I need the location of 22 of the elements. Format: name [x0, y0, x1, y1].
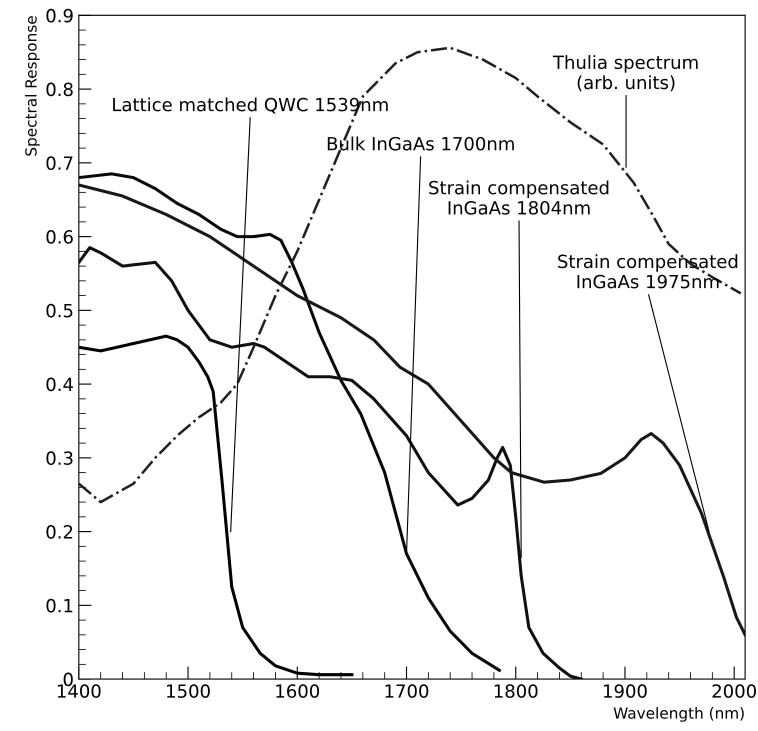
y-tick-label: 0.8	[46, 82, 73, 96]
x-tick-label: 1600	[276, 684, 320, 698]
x-tick-label: 1700	[386, 684, 428, 698]
y-tick-label: 0.3	[46, 451, 73, 465]
y-axis-title: Spectral Response	[24, 16, 40, 156]
x-tick-label: 1500	[167, 684, 210, 698]
x-tick-label: 1800	[494, 684, 538, 698]
annotation: Strain compensated InGaAs 1804nm	[429, 180, 608, 215]
y-tick-label: 0.4	[46, 378, 73, 392]
annotation: Thulia spectrum (arb. units)	[552, 55, 698, 92]
x-axis-title: Wavelength (nm)	[614, 706, 744, 722]
x-tick-label: 1400	[58, 684, 101, 698]
y-tick-label: 0.7	[46, 156, 72, 170]
y-tick-label: 0	[64, 672, 73, 686]
y-tick-label: 0.1	[46, 598, 72, 612]
y-tick-label: 0.9	[46, 8, 73, 22]
y-tick-label: 0.5	[46, 304, 72, 318]
y-tick-label: 0.2	[46, 525, 72, 539]
y-tick-label: 0.6	[46, 230, 73, 244]
annotation: Bulk InGaAs 1700nm	[328, 136, 514, 150]
x-tick-label: 2000	[712, 684, 756, 698]
x-tick-label: 1900	[604, 684, 647, 698]
